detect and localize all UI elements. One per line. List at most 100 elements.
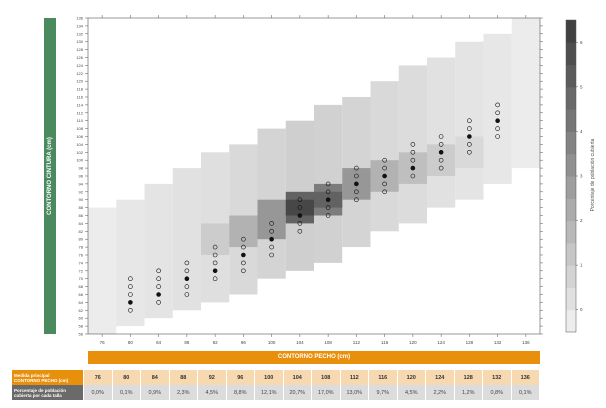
y-tick-label: 70 [79, 276, 84, 281]
y-tick-label: 84 [79, 221, 84, 226]
size-cell: 136 [511, 370, 540, 385]
heatmap-cell [370, 81, 399, 232]
colorbar: 0 1 2 3 4 5 6 [565, 19, 583, 333]
heatmap-cell [455, 136, 484, 169]
size-marker-main [184, 276, 190, 282]
size-marker [325, 205, 331, 210]
y-tick-label: 78 [79, 245, 84, 250]
size-marker [128, 284, 133, 289]
percent-cell: 2,3% [169, 385, 198, 400]
heatmap-cells [88, 18, 540, 334]
size-marker [241, 268, 246, 274]
y-tick-label: 110 [77, 118, 84, 123]
percent-cell: 2,2% [425, 385, 455, 400]
colorbar-tick-label: 0 [580, 307, 583, 312]
size-marker-main [354, 181, 359, 187]
y-tick-label: 76 [79, 253, 84, 258]
x-axis-title-bar [88, 351, 540, 364]
size-marker-main [241, 252, 246, 258]
size-marker [410, 157, 416, 163]
size-marker [128, 276, 133, 282]
size-table: Medida principal CONTORNO PECHO (cm) 76 8… [12, 370, 540, 400]
y-tick-label: 120 [76, 79, 83, 84]
size-marker [325, 189, 331, 195]
y-tick-label: 68 [79, 284, 84, 289]
y-tick-label: 104 [76, 142, 83, 147]
y-tick-label: 56 [79, 332, 84, 337]
colorbar-title: Porcentaje de población cubierta [590, 138, 596, 212]
x-tick-label: 76 [100, 340, 106, 345]
size-marker [184, 292, 190, 297]
colorbar-segment [566, 20, 576, 43]
x-axis-title: CONTORNO PECHO (cm) [277, 354, 351, 360]
size-marker [297, 221, 303, 226]
size-marker [128, 307, 133, 313]
x-tick-label: 120 [409, 340, 417, 345]
size-marker-main [438, 150, 444, 155]
size-marker [269, 252, 274, 258]
percent-cell: 20,7% [283, 385, 312, 400]
size-marker [212, 244, 218, 250]
size-marker [184, 284, 190, 289]
size-marker [269, 221, 274, 226]
percent-row-header: Porcentaje de población cubierta por cad… [12, 385, 84, 400]
x-tick-label: 112 [353, 340, 361, 345]
size-row-header-line1: Medida principal [14, 372, 50, 378]
x-tick-label: 124 [437, 340, 445, 345]
percent-cell: 17,0% [311, 385, 341, 400]
size-marker [184, 260, 190, 266]
size-cell: 80 [112, 370, 141, 385]
size-row-header-line2: CONTORNO PECHO (cm) [14, 377, 69, 383]
heatmap-cell [257, 199, 286, 240]
size-marker [297, 229, 303, 234]
y-tick-label: 108 [76, 126, 83, 131]
size-cell: 84 [140, 370, 170, 385]
size-marker [269, 244, 274, 250]
y-tick-label: 86 [79, 213, 84, 218]
heatmap-cell [455, 41, 484, 200]
size-marker [156, 268, 161, 274]
heatmap-cell [483, 33, 512, 184]
x-tick-label: 104 [296, 340, 304, 345]
size-cell: 100 [254, 370, 284, 385]
heatmap-cell [427, 57, 456, 208]
size-marker [438, 165, 444, 171]
colorbar-tick-label: 2 [580, 218, 583, 223]
y-tick-label: 106 [76, 134, 83, 139]
colorbar-segment [566, 131, 576, 155]
x-tick-label: 116 [381, 340, 389, 345]
colorbar-segment [566, 309, 576, 333]
colorbar-tick-label: 1 [580, 263, 583, 268]
size-cell: 108 [311, 370, 341, 385]
y-tick-label: 90 [79, 197, 84, 202]
size-marker [269, 229, 274, 234]
x-tick-label: 100 [268, 340, 276, 345]
percent-cell: 0,9% [140, 385, 170, 400]
y-tick-label: 66 [79, 292, 84, 297]
y-tick-label: 82 [79, 229, 84, 234]
size-marker [467, 150, 472, 155]
size-marker [495, 126, 500, 131]
colorbar-segment [566, 86, 576, 110]
size-marker-main [156, 292, 161, 297]
y-tick-label: 124 [76, 63, 83, 68]
y-tick-label: 58 [79, 324, 84, 329]
size-row: Medida principal CONTORNO PECHO (cm) 76 8… [12, 370, 540, 385]
size-marker [156, 276, 161, 282]
x-tick-label: 84 [156, 340, 162, 345]
size-marker [495, 134, 500, 139]
size-marker [382, 157, 387, 163]
percent-row-header-line2: cubierta por cada talla [14, 392, 62, 398]
size-marker-main [128, 300, 133, 305]
colorbar-tick-label: 3 [580, 174, 583, 179]
size-marker [212, 276, 218, 282]
heatmap-cell [427, 144, 456, 176]
size-marker [438, 142, 444, 147]
size-marker-main [410, 165, 416, 171]
size-cell: 120 [397, 370, 426, 385]
y-tick-label: 100 [76, 158, 83, 163]
colorbar-tick-label: 4 [580, 129, 583, 134]
percent-cell: 13,0% [340, 385, 369, 400]
x-tick-label: 96 [241, 340, 247, 345]
